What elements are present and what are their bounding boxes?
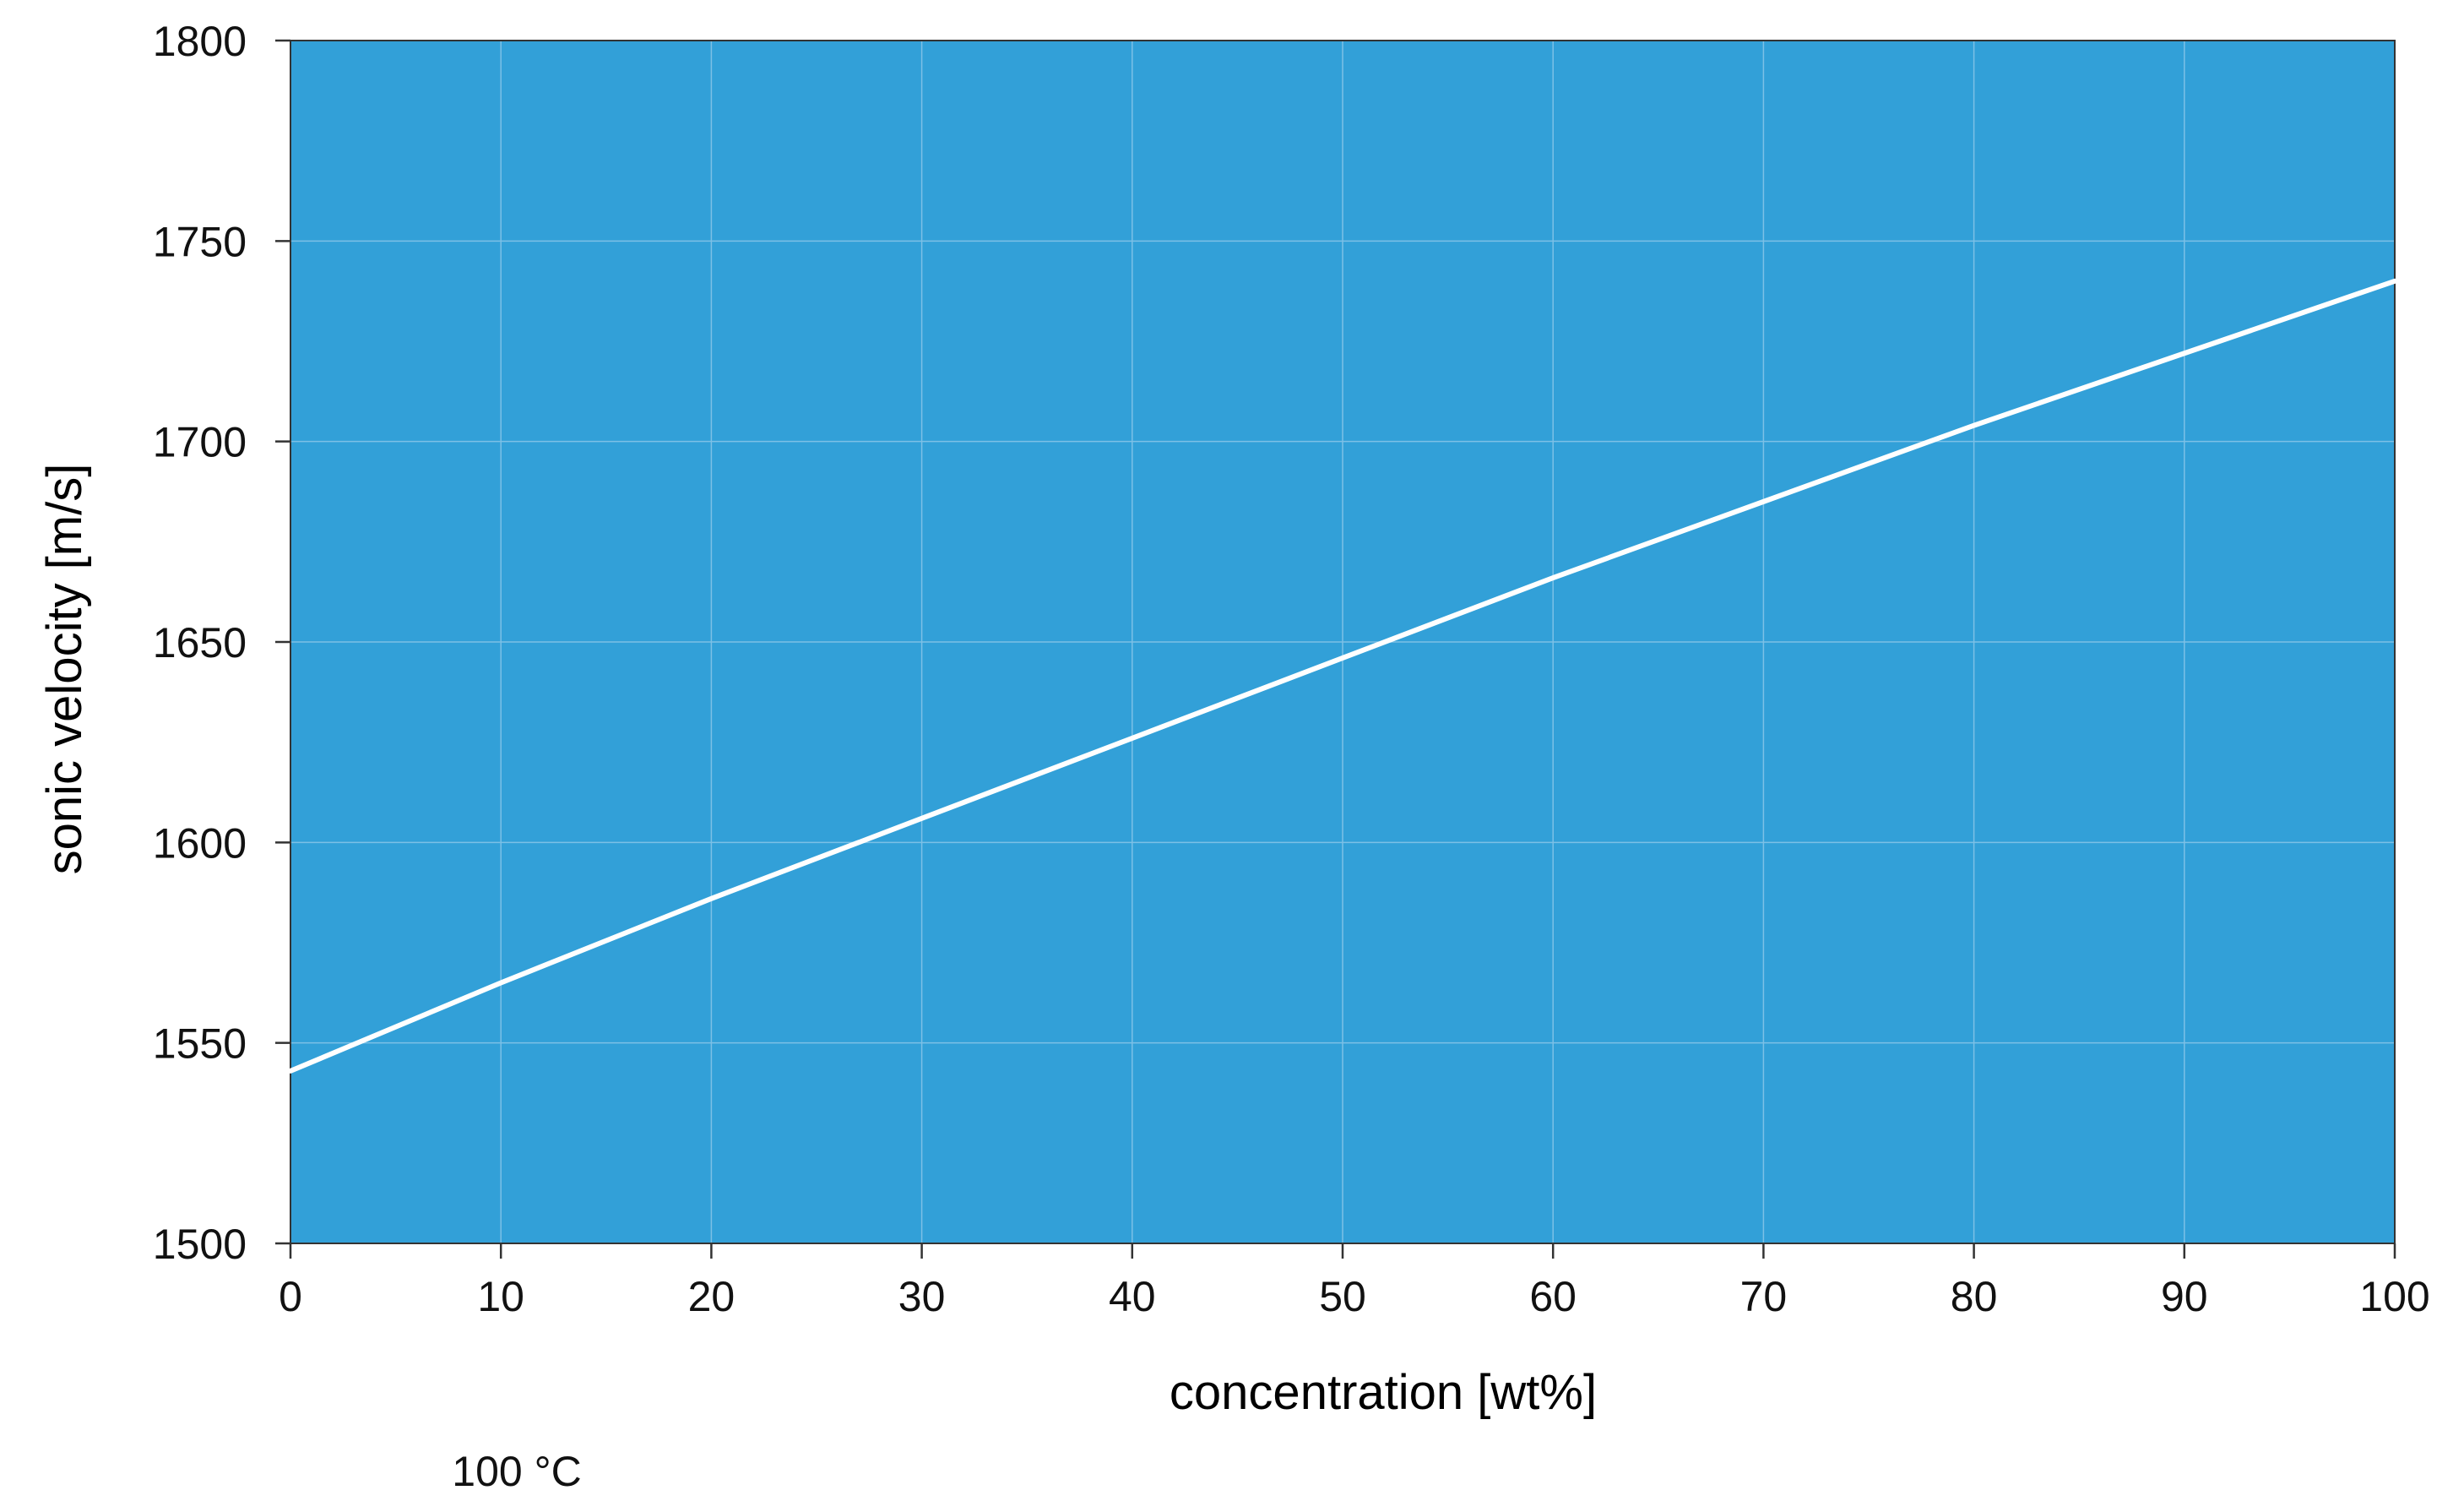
y-tick-label: 1600 [153, 819, 247, 867]
y-tick-label: 1750 [153, 218, 247, 265]
x-tick-label: 40 [1109, 1273, 1156, 1320]
y-tick-label: 1500 [153, 1221, 247, 1268]
axes [275, 39, 2396, 1259]
y-tick-label: 1550 [153, 1020, 247, 1068]
series-line [288, 278, 2397, 1074]
x-tick-label: 60 [1529, 1273, 1577, 1320]
x-axis-title: concentration [wt%] [1170, 1365, 1597, 1420]
y-tick-label: 1800 [153, 18, 247, 65]
x-tick-label: 10 [477, 1273, 524, 1320]
y-tick-label: 1700 [153, 419, 247, 466]
x-tick-label: 50 [1319, 1273, 1366, 1320]
x-tick-label: 80 [1951, 1273, 1998, 1320]
grid-lines [290, 41, 2395, 1243]
y-tick-labels: 1500 1550 1600 1650 1700 1750 1800 [153, 18, 247, 1268]
x-tick-label: 20 [688, 1273, 735, 1320]
temperature-note: 100 °C [452, 1448, 581, 1495]
x-tick-label: 30 [898, 1273, 946, 1320]
data-series [288, 278, 2397, 1074]
x-tick-label: 90 [2161, 1273, 2208, 1320]
x-tick-label: 70 [1740, 1273, 1788, 1320]
x-tick-labels: 0 10 20 30 40 50 60 70 80 90 100 [279, 1273, 2430, 1320]
y-axis-title: sonic velocity [m/s] [37, 464, 92, 875]
x-tick-label: 100 [2359, 1273, 2429, 1320]
y-tick-label: 1650 [153, 619, 247, 666]
x-tick-label: 0 [279, 1273, 302, 1320]
